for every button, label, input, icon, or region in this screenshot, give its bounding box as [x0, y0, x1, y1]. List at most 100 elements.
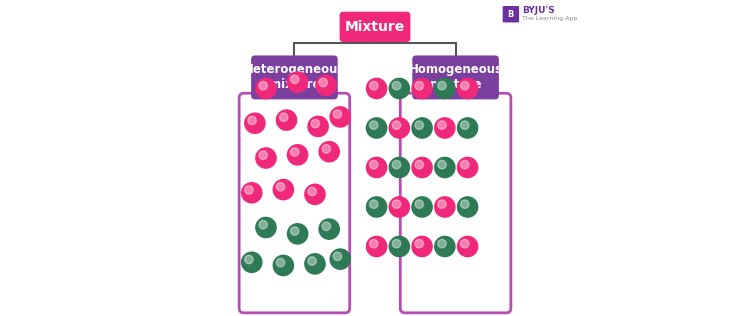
- Circle shape: [460, 161, 469, 169]
- Circle shape: [460, 121, 469, 129]
- Circle shape: [244, 113, 265, 133]
- Circle shape: [287, 72, 308, 92]
- Circle shape: [367, 78, 387, 99]
- Circle shape: [415, 240, 424, 248]
- Circle shape: [242, 252, 262, 272]
- Circle shape: [438, 200, 446, 208]
- Circle shape: [259, 151, 268, 159]
- FancyBboxPatch shape: [340, 12, 410, 42]
- Circle shape: [248, 116, 256, 125]
- Circle shape: [435, 197, 455, 217]
- Circle shape: [435, 118, 455, 138]
- Circle shape: [256, 78, 276, 99]
- Circle shape: [322, 145, 331, 153]
- Circle shape: [389, 118, 410, 138]
- FancyBboxPatch shape: [503, 6, 519, 22]
- Circle shape: [259, 82, 268, 90]
- Circle shape: [256, 217, 276, 238]
- Circle shape: [412, 197, 432, 217]
- Circle shape: [460, 200, 469, 208]
- Circle shape: [412, 157, 432, 178]
- Circle shape: [458, 118, 478, 138]
- Circle shape: [287, 145, 308, 165]
- Circle shape: [276, 258, 285, 267]
- Circle shape: [367, 197, 387, 217]
- Text: Mixture: Mixture: [345, 20, 405, 34]
- Circle shape: [370, 121, 378, 129]
- Text: B: B: [508, 10, 514, 19]
- Circle shape: [435, 78, 455, 99]
- Circle shape: [367, 118, 387, 138]
- Circle shape: [308, 116, 328, 137]
- Circle shape: [392, 121, 400, 129]
- Circle shape: [435, 157, 455, 178]
- Circle shape: [389, 157, 410, 178]
- Circle shape: [370, 200, 378, 208]
- Circle shape: [367, 157, 387, 178]
- Circle shape: [458, 236, 478, 257]
- Circle shape: [389, 197, 410, 217]
- Circle shape: [308, 257, 316, 265]
- Circle shape: [244, 255, 254, 264]
- Circle shape: [304, 184, 325, 204]
- Circle shape: [412, 118, 432, 138]
- Circle shape: [458, 197, 478, 217]
- Circle shape: [438, 240, 446, 248]
- Text: The Learning App: The Learning App: [522, 16, 578, 21]
- FancyBboxPatch shape: [413, 56, 499, 99]
- Circle shape: [370, 240, 378, 248]
- Circle shape: [370, 161, 378, 169]
- Circle shape: [319, 142, 339, 162]
- Circle shape: [308, 187, 316, 196]
- Circle shape: [389, 236, 410, 257]
- Circle shape: [330, 249, 350, 269]
- Circle shape: [389, 78, 410, 99]
- Circle shape: [438, 161, 446, 169]
- Circle shape: [319, 219, 339, 239]
- Circle shape: [415, 121, 424, 129]
- Circle shape: [460, 82, 469, 90]
- Circle shape: [392, 200, 400, 208]
- Circle shape: [412, 78, 432, 99]
- Circle shape: [280, 113, 288, 121]
- Circle shape: [316, 75, 336, 95]
- Circle shape: [273, 255, 293, 276]
- Circle shape: [244, 186, 254, 194]
- Circle shape: [333, 110, 342, 118]
- Circle shape: [458, 78, 478, 99]
- Circle shape: [304, 254, 325, 274]
- Circle shape: [415, 82, 424, 90]
- Circle shape: [333, 252, 342, 260]
- Text: Heterogeneous
mixture: Heterogeneous mixture: [244, 64, 345, 91]
- Circle shape: [256, 148, 276, 168]
- Circle shape: [242, 183, 262, 203]
- Circle shape: [438, 82, 446, 90]
- Circle shape: [415, 161, 424, 169]
- Circle shape: [290, 227, 299, 235]
- Circle shape: [367, 236, 387, 257]
- Circle shape: [392, 82, 400, 90]
- Circle shape: [458, 157, 478, 178]
- Circle shape: [290, 148, 299, 156]
- Circle shape: [277, 110, 297, 130]
- FancyBboxPatch shape: [239, 93, 350, 313]
- Text: Homogeneous
mixture: Homogeneous mixture: [409, 64, 503, 91]
- Circle shape: [412, 236, 432, 257]
- Circle shape: [276, 183, 285, 191]
- Circle shape: [259, 221, 268, 229]
- FancyBboxPatch shape: [400, 93, 511, 313]
- Circle shape: [415, 200, 424, 208]
- Circle shape: [370, 82, 378, 90]
- Text: BYJU'S: BYJU'S: [522, 6, 555, 15]
- Circle shape: [392, 161, 400, 169]
- Circle shape: [287, 224, 308, 244]
- FancyBboxPatch shape: [251, 56, 338, 99]
- Circle shape: [273, 179, 293, 200]
- Circle shape: [311, 119, 320, 128]
- Circle shape: [290, 75, 299, 83]
- Circle shape: [435, 236, 455, 257]
- Circle shape: [460, 240, 469, 248]
- Circle shape: [322, 222, 331, 230]
- Circle shape: [319, 78, 328, 87]
- Circle shape: [330, 107, 350, 127]
